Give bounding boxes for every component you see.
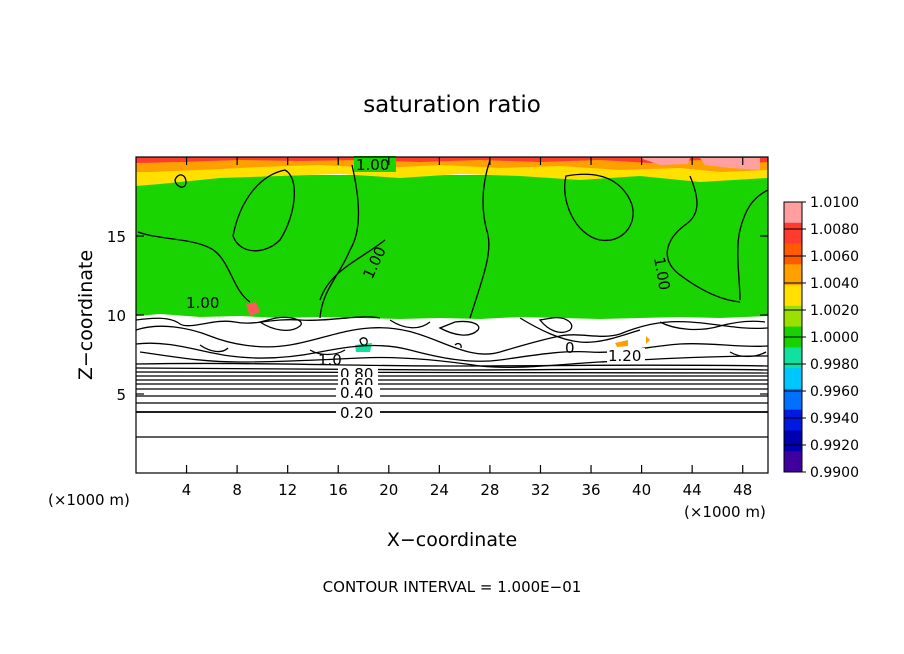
x-unit-left: (×1000 m) [48, 491, 130, 509]
contour-line [135, 367, 769, 371]
contour-line [454, 342, 462, 349]
colorbar-swatch [784, 430, 802, 452]
x-tick-label: 20 [379, 481, 398, 499]
contour-line [135, 316, 381, 327]
contour-line [438, 320, 480, 336]
contour-line [319, 164, 360, 319]
x-tick-label: 40 [632, 481, 651, 499]
contour-lines [135, 159, 769, 438]
chart-title: saturation ratio [363, 92, 541, 118]
colorbar-label: 1.0080 [810, 222, 859, 238]
contour-label: 1.20 [608, 347, 641, 365]
colorbar-label: 0.9940 [810, 411, 859, 427]
contour-line [135, 342, 769, 362]
x-tick-label: 32 [531, 481, 550, 499]
colorbar-swatch [784, 264, 802, 286]
contour-line [538, 317, 573, 334]
colorbar-swatch [784, 368, 802, 390]
interface-red-patch [246, 302, 260, 316]
contour-line [319, 239, 386, 301]
colorbar-label: 0.9980 [810, 357, 859, 373]
contour-line [135, 320, 769, 355]
x-axis-label: X−coordinate [387, 529, 517, 551]
contour-label: 0.40 [340, 384, 373, 402]
x-axis: 4 8 12 16 20 24 28 32 36 40 44 48 [182, 157, 752, 499]
contour-line [519, 317, 641, 343]
x-tick-label: 44 [683, 481, 702, 499]
contour-labels: 1.00 1.00 1.00 1.00 0 1.20 1.0 0.80 0.60… [186, 156, 674, 422]
x-tick-label: 8 [232, 481, 242, 499]
colorbar-swatch [784, 222, 802, 245]
contour-label: 0.20 [340, 404, 373, 422]
colorbar: 1.0100 1.0080 1.0060 1.0040 1.0020 1.0000 0.99… [783, 195, 859, 481]
contour-line [564, 173, 634, 241]
x-tick-label: 36 [581, 481, 600, 499]
contour-line [666, 175, 741, 303]
colorbar-swatch [784, 388, 802, 411]
contour-line [232, 169, 295, 252]
contour-line [137, 231, 251, 303]
colorbar-swatch [784, 243, 802, 265]
contour-line [199, 344, 229, 353]
contour-label: 1.00 [356, 156, 389, 174]
top-pink-patch [700, 158, 760, 170]
contour-label: 0 [565, 339, 575, 357]
contour-interval-note: CONTOUR INTERVAL = 1.000E−01 [323, 578, 582, 596]
colorbar-label: 1.0060 [810, 249, 859, 265]
contour-line [135, 362, 769, 367]
colorbar-swatch [784, 305, 802, 328]
saturation-field [136, 157, 768, 473]
y-axis-label: Z−coordinate [75, 250, 97, 380]
contour-label: 1.00 [186, 294, 219, 312]
colorbar-swatch [784, 451, 802, 473]
x-tick-label: 24 [430, 481, 449, 499]
colorbar-swatch [784, 347, 802, 369]
top-pink-patch-2 [640, 158, 690, 165]
contour-line [359, 337, 368, 347]
top-red-band [136, 157, 768, 164]
contour-line [174, 174, 187, 188]
x-unit-right: (×1000 m) [684, 503, 766, 521]
contour-line [309, 349, 346, 356]
colorbar-label: 0.9920 [810, 438, 859, 454]
contour-line [258, 316, 302, 332]
contour-line [737, 189, 769, 301]
y-tick-label: 5 [116, 386, 126, 404]
colorbar-label: 1.0040 [810, 276, 859, 292]
y-tick-label: 15 [107, 228, 126, 246]
interface-orange-patch-2 [646, 336, 650, 344]
contour-line [135, 435, 769, 438]
colorbar-label: 1.0020 [810, 303, 859, 319]
colorbar-label: 0.9960 [810, 384, 859, 400]
contour-line [659, 320, 766, 331]
colorbar-swatch [784, 285, 802, 307]
x-tick-label: 28 [480, 481, 499, 499]
contour-line [135, 371, 769, 374]
y-axis: 5 10 15 [107, 228, 768, 404]
contour-line [729, 351, 767, 358]
contour-line [389, 319, 431, 329]
colorbar-swatch [784, 409, 802, 431]
x-tick-label: 12 [278, 481, 297, 499]
contour-line [469, 159, 491, 319]
x-tick-label: 48 [733, 481, 752, 499]
colorbar-label: 1.0000 [810, 330, 859, 346]
contour-label: 1.00 [650, 256, 674, 292]
x-tick-label: 4 [182, 481, 192, 499]
colorbar-label: 0.9900 [810, 465, 859, 481]
colorbar-label: 1.0100 [810, 195, 859, 211]
y-tick-label: 10 [107, 307, 126, 325]
green-saturated-region [136, 175, 768, 319]
contour-label: 1.0 [318, 351, 342, 369]
x-tick-label: 16 [329, 481, 348, 499]
interface-orange-patch [615, 340, 628, 347]
colorbar-swatch [784, 202, 802, 224]
